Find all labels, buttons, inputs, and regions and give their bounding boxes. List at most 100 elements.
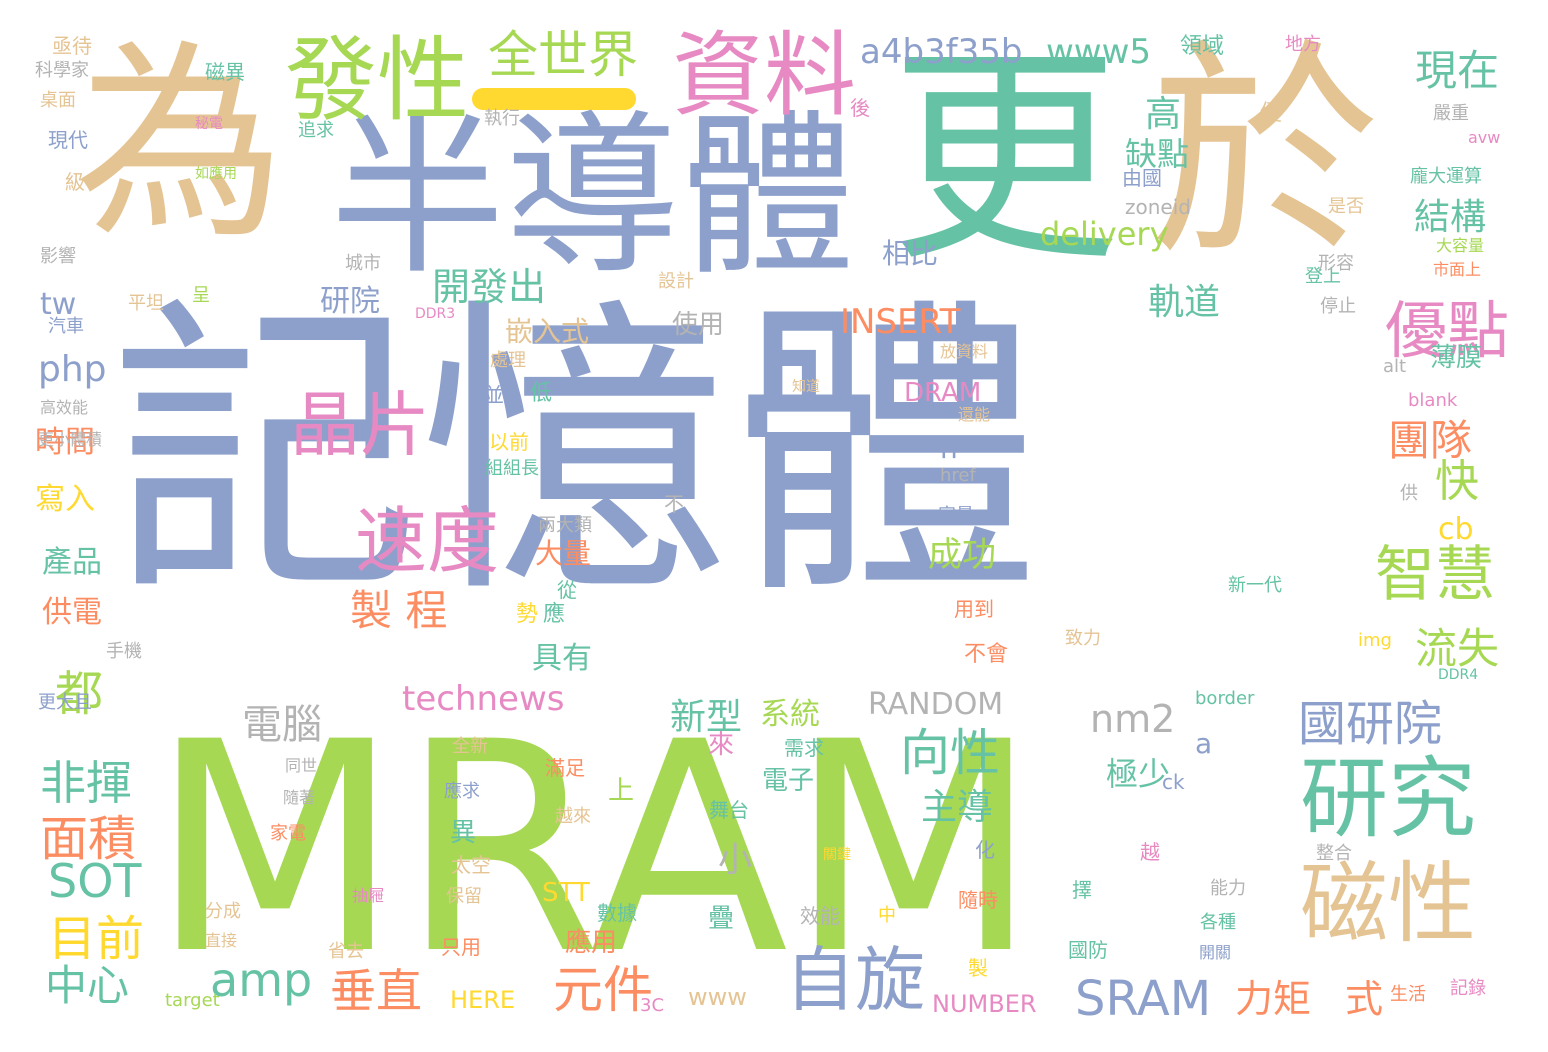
cloud-word: alt bbox=[1383, 356, 1407, 377]
cloud-word: 電子 bbox=[762, 766, 815, 796]
cloud-word: 非揮 bbox=[40, 756, 132, 810]
cloud-word: 異 bbox=[450, 818, 477, 848]
cloud-word: 滿足 bbox=[545, 756, 585, 780]
cloud-word: 都 bbox=[55, 666, 104, 722]
cloud-word: 中 bbox=[878, 905, 896, 926]
cloud-word: 目前 bbox=[48, 911, 145, 967]
cloud-word: 從 bbox=[557, 578, 577, 602]
cloud-word: 大容量 bbox=[1436, 236, 1485, 255]
cloud-word: 電腦 bbox=[242, 702, 322, 748]
cloud-word: 資料 bbox=[672, 22, 857, 129]
cloud-word: 極少 bbox=[1106, 755, 1171, 793]
cloud-word: 供 bbox=[1400, 483, 1418, 504]
cloud-word: 成功 bbox=[928, 535, 996, 575]
cloud-word: 直接 bbox=[205, 931, 238, 950]
cloud-word: 小 bbox=[718, 840, 752, 880]
cloud-word: 全新 bbox=[452, 736, 488, 757]
cloud-word: 寫入 bbox=[35, 482, 95, 517]
cloud-word: 科學家 bbox=[35, 60, 89, 81]
cloud-word: 嵌入式 bbox=[505, 315, 590, 348]
cloud-word: 舞台 bbox=[709, 798, 749, 822]
cloud-word: 亟待 bbox=[52, 34, 92, 58]
cloud-word: 嚴重 bbox=[1433, 103, 1469, 124]
cloud-word: 高效能 bbox=[40, 398, 89, 417]
cloud-word: target bbox=[165, 990, 220, 1011]
cloud-word: href bbox=[940, 465, 976, 486]
cloud-word: 磁異 bbox=[205, 60, 245, 84]
yellow-dash-mark bbox=[472, 88, 636, 110]
cloud-word: 自旋 bbox=[785, 939, 925, 1021]
cloud-word: 快 bbox=[1435, 456, 1479, 507]
cloud-word: 整合 bbox=[1316, 843, 1352, 864]
cloud-word: 以前 bbox=[489, 430, 529, 454]
cloud-word: 不 bbox=[664, 492, 684, 516]
cloud-word: 城市 bbox=[345, 253, 381, 274]
cloud-word: 知道 bbox=[792, 379, 820, 395]
cloud-word: 系統 bbox=[760, 697, 820, 732]
cloud-word: technews bbox=[402, 679, 565, 719]
cloud-word: 國防 bbox=[1068, 938, 1108, 962]
cloud-word: php bbox=[38, 349, 107, 390]
cloud-word: MRAM bbox=[150, 681, 1039, 1018]
cloud-word: 能力 bbox=[1210, 878, 1246, 899]
cloud-word: 致力 bbox=[1065, 628, 1101, 649]
cloud-word: 地方 bbox=[1285, 34, 1321, 55]
cloud-word: 停止 bbox=[1320, 296, 1356, 317]
cloud-word: STT bbox=[542, 878, 590, 908]
cloud-word: 桌面 bbox=[40, 90, 76, 111]
cloud-word: ck bbox=[1162, 770, 1185, 794]
cloud-word: 隨時 bbox=[958, 888, 998, 912]
cloud-word: 不會 bbox=[964, 642, 1009, 667]
cloud-word: 使用 bbox=[672, 310, 725, 340]
cloud-word: 數據 bbox=[597, 901, 637, 925]
cloud-word: avw bbox=[1468, 128, 1501, 147]
cloud-word: 於 bbox=[1150, 21, 1381, 288]
cloud-word: 應求 bbox=[444, 781, 480, 802]
cloud-word: 是否 bbox=[1328, 196, 1364, 217]
cloud-word: 中心 bbox=[45, 961, 130, 1010]
cloud-word: 供電 bbox=[42, 595, 102, 630]
cloud-word: a4b3f35b bbox=[860, 32, 1023, 72]
cloud-word: 市面上 bbox=[1433, 260, 1482, 279]
cloud-word: 國研院 bbox=[1298, 696, 1443, 752]
cloud-word: amp bbox=[210, 953, 313, 1007]
cloud-word: 團隊 bbox=[1388, 416, 1473, 465]
cloud-word: 元件 bbox=[553, 961, 653, 1019]
cloud-word: 來 bbox=[708, 730, 735, 760]
cloud-word: 隨著 bbox=[283, 788, 316, 807]
cloud-word: 薄膜 bbox=[1430, 343, 1483, 373]
cloud-word: 兩大類 bbox=[538, 515, 592, 536]
cloud-word: 更小體積 bbox=[38, 430, 103, 449]
cloud-word: 設計 bbox=[658, 271, 694, 292]
cloud-word: 更大且 bbox=[38, 692, 92, 713]
cloud-word: 應用 bbox=[565, 928, 618, 958]
cloud-word: n bbox=[940, 432, 958, 465]
cloud-word: 產品 bbox=[42, 545, 102, 580]
cloud-word: 秘電 bbox=[195, 116, 223, 132]
cloud-word: www bbox=[688, 983, 747, 1011]
cloud-word: 生活 bbox=[1390, 984, 1426, 1005]
cloud-word: 為 bbox=[75, 22, 286, 267]
cloud-word: 軌道 bbox=[1148, 282, 1221, 323]
cloud-word: 向性 bbox=[900, 724, 1000, 782]
cloud-word: DRAM bbox=[904, 378, 982, 408]
cloud-word: zoneid bbox=[1125, 195, 1191, 219]
cloud-word: 級 bbox=[65, 170, 85, 194]
cloud-word: 智慧 bbox=[1375, 540, 1495, 610]
cloud-word: 平坦 bbox=[128, 293, 164, 314]
cloud-word: 開發出 bbox=[432, 265, 547, 309]
cloud-word: SRAM bbox=[1075, 971, 1212, 1027]
cloud-word: delivery bbox=[1040, 215, 1169, 253]
cloud-word: 後 bbox=[850, 96, 870, 120]
cloud-word: 效能 bbox=[800, 904, 840, 928]
cloud-word: 同世 bbox=[285, 756, 318, 775]
cloud-word: 記錄 bbox=[1450, 978, 1486, 999]
cloud-word: 現代 bbox=[48, 128, 88, 152]
cloud-word: 如應用 bbox=[195, 166, 237, 182]
cloud-word: 影響 bbox=[40, 246, 76, 267]
cloud-word: 大量 bbox=[535, 537, 592, 570]
cloud-word: 執行 bbox=[484, 108, 520, 129]
cloud-word: 製 bbox=[968, 956, 988, 980]
cloud-word: 製 程 bbox=[350, 586, 448, 635]
